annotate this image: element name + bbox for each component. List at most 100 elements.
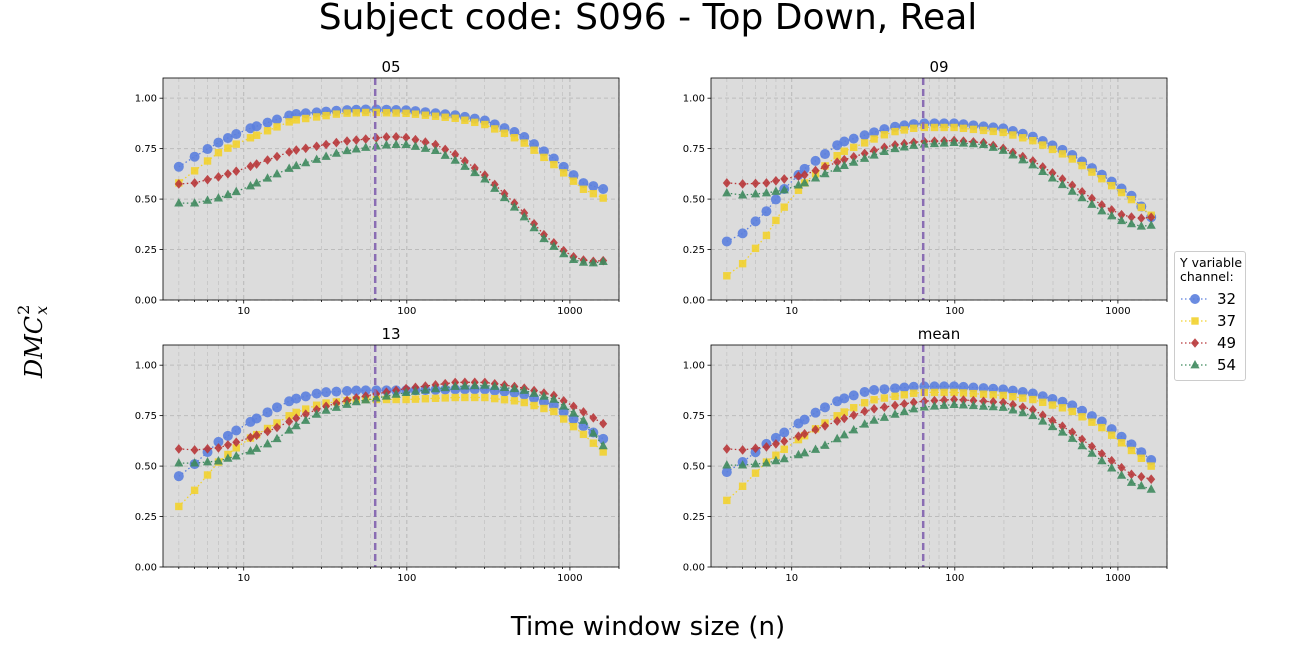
data-point-49 (1068, 427, 1077, 438)
data-point-54 (410, 141, 421, 150)
subplot-title: 09 (929, 58, 948, 76)
data-point-54 (391, 139, 401, 148)
data-point-49 (214, 172, 223, 182)
data-point-49 (431, 139, 440, 150)
data-point-54 (1018, 154, 1028, 164)
data-point-54 (1136, 221, 1146, 230)
data-point-54 (810, 444, 821, 453)
data-point-54 (909, 403, 919, 413)
data-point-54 (958, 400, 969, 409)
data-point-37 (870, 396, 878, 404)
data-point-49 (441, 144, 450, 155)
data-point-37 (392, 395, 400, 404)
data-point-37 (780, 445, 788, 453)
data-point-37 (1127, 195, 1136, 204)
data-point-54 (890, 143, 900, 153)
data-point-54 (1028, 159, 1038, 169)
data-point-37 (1019, 394, 1027, 402)
data-point-37 (1107, 431, 1116, 439)
data-point-37 (481, 393, 489, 402)
data-point-54 (460, 161, 470, 170)
data-point-37 (999, 391, 1007, 400)
data-point-37 (738, 259, 747, 268)
data-point-49 (1117, 209, 1126, 220)
data-point-37 (891, 392, 899, 401)
data-point-32 (173, 161, 184, 172)
data-point-32 (779, 427, 790, 438)
data-point-37 (500, 129, 509, 137)
y-tick-label: 0.50 (683, 195, 705, 206)
data-point-37 (589, 439, 598, 447)
data-point-37 (190, 167, 199, 175)
data-point-49 (1048, 168, 1057, 178)
data-point-37 (421, 395, 430, 403)
data-point-37 (1117, 188, 1126, 197)
data-point-32 (213, 436, 224, 447)
data-point-49 (780, 436, 789, 447)
data-point-49 (989, 397, 998, 407)
data-point-32 (820, 402, 830, 413)
data-point-37 (579, 430, 588, 439)
data-point-49 (722, 178, 731, 188)
data-point-37 (421, 111, 430, 119)
data-point-32 (262, 117, 273, 128)
data-point-54 (245, 180, 256, 190)
data-point-49 (722, 444, 731, 454)
data-point-37 (322, 111, 330, 120)
data-point-54 (440, 382, 450, 392)
data-point-37 (833, 412, 841, 420)
data-point-37 (1048, 401, 1057, 409)
data-point-54 (1077, 440, 1087, 450)
data-point-49 (322, 139, 331, 150)
data-point-37 (246, 134, 255, 142)
data-point-54 (509, 202, 520, 211)
x-tick-label: 100 (945, 573, 964, 584)
data-point-54 (490, 183, 500, 192)
subplot-05: 10 100 1000 0.00 0.25 0.50 0.75 1.00 05 (135, 58, 620, 317)
data-point-32 (890, 383, 901, 394)
data-point-49 (821, 421, 829, 431)
data-point-32 (272, 114, 282, 125)
series-markers-54 (174, 380, 608, 467)
data-point-37 (1068, 407, 1076, 416)
data-point-37 (1058, 150, 1067, 158)
data-point-54 (820, 168, 830, 178)
data-point-49 (821, 162, 829, 172)
data-point-49 (849, 151, 858, 162)
data-point-37 (1078, 161, 1086, 170)
data-point-54 (890, 409, 900, 418)
data-point-37 (1117, 439, 1126, 447)
data-point-54 (1116, 215, 1127, 225)
data-point-54 (291, 420, 301, 430)
data-point-54 (301, 157, 311, 167)
data-point-32 (750, 216, 761, 227)
data-point-37 (441, 113, 449, 121)
data-point-54 (202, 456, 213, 466)
data-point-49 (223, 440, 232, 450)
data-point-49 (860, 148, 869, 159)
figure-title: Subject code: S096 - Top Down, Real (318, 0, 978, 38)
data-point-49 (263, 426, 272, 437)
data-point-54 (519, 212, 529, 221)
data-point-49 (1107, 205, 1116, 215)
data-point-54 (321, 405, 331, 414)
data-point-54 (1038, 166, 1048, 175)
data-point-54 (312, 154, 322, 163)
data-point-37 (1088, 418, 1096, 426)
data-point-32 (231, 425, 242, 436)
data-point-32 (810, 155, 821, 166)
data-point-32 (202, 144, 213, 155)
y-tick-label: 0.50 (135, 462, 157, 473)
data-point-37 (491, 394, 499, 403)
data-point-54 (949, 137, 959, 147)
data-point-37 (1098, 423, 1106, 432)
data-point-54 (245, 446, 256, 455)
data-point-49 (1087, 441, 1096, 452)
series-markers-49 (722, 394, 1156, 485)
data-point-32 (173, 471, 184, 482)
data-point-32 (291, 393, 302, 404)
data-point-49 (1068, 180, 1077, 191)
y-tick-label: 0.25 (135, 512, 157, 523)
data-point-49 (292, 145, 301, 155)
